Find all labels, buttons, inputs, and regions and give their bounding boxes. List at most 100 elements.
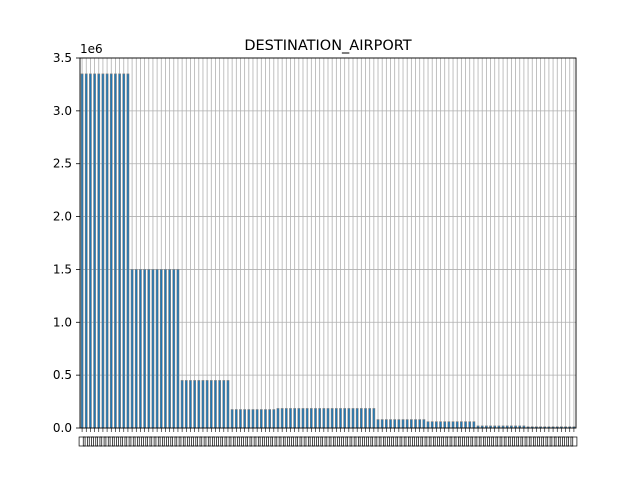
bar [284,408,288,429]
x-tick-label-glyph [262,436,269,447]
x-tick-label-glyph [503,436,511,447]
x-tick-label-glyph [212,436,219,447]
x-tick-label-glyph [220,436,228,447]
bar [410,419,413,429]
x-tick-label-glyph [449,436,457,447]
x-tick-label-glyph [257,436,265,447]
bar [180,380,184,429]
x-tick-label-glyph [87,436,94,447]
bar [259,409,263,429]
x-tick-label-glyph [116,436,123,447]
bar [380,419,384,429]
bar [97,73,101,429]
x-tick-label-glyph [95,436,103,447]
bar [234,409,238,429]
x-tick-label-glyph [99,436,107,447]
bar [439,421,442,429]
bar [460,421,463,429]
x-tick-label-glyph [253,436,261,447]
x-tick-label-glyph [383,436,390,447]
x-tick-label-glyph [278,436,286,447]
x-tick-label-glyph [520,436,528,447]
bar [122,73,126,429]
bar [80,73,84,429]
x-tick-label-glyph [433,436,440,447]
x-tick-label-glyph [445,436,453,447]
bar [193,380,196,429]
x-tick-label-glyph [478,436,486,447]
x-tick-label-glyph [533,436,540,447]
x-tick-label-glyph [566,436,574,447]
x-tick-label-glyph [203,436,211,447]
bar [147,269,151,429]
bar [172,269,176,429]
x-tick-label-glyph [508,436,515,447]
bar [164,269,167,429]
bar [159,269,163,429]
x-tick-label-glyph [458,436,465,447]
bar [322,408,326,429]
x-tick-label-glyph [370,436,378,447]
bar [84,73,88,429]
x-tick-label-glyph [374,436,382,447]
x-tick-label-glyph [320,436,328,447]
x-tick-label-glyph [499,436,507,447]
x-tick-label-glyph [570,436,578,447]
bar [468,421,472,429]
x-tick-label-glyph [403,436,411,447]
chart-title: DESTINATION_AIRPORT [244,38,411,54]
bar [151,269,155,429]
bar [114,73,117,429]
bar [389,419,392,429]
x-tick-label-glyph [216,436,223,447]
bar [451,421,455,429]
bar [105,73,109,429]
bar [230,409,234,429]
x-tick-label-glyph [362,436,369,447]
x-tick-label-glyph [162,436,169,447]
x-tick-label-glyph [266,436,273,447]
x-tick-label-glyph [441,436,449,447]
bar [218,380,221,429]
bar [155,269,159,429]
bar [385,419,388,429]
x-tick-label-glyph [474,436,482,447]
x-tick-label-glyph [145,436,153,447]
bar [222,380,226,429]
bar [314,408,317,429]
bar [176,269,180,429]
x-tick-label-glyph [412,436,419,447]
bar [93,73,96,429]
x-tick-label-glyph [341,436,349,447]
bar [364,408,367,429]
x-tick-label-glyph [495,436,503,447]
x-tick-label-glyph [153,436,161,447]
bar [209,380,213,429]
bar [334,408,338,429]
bar [268,409,271,429]
x-ticks [78,428,578,447]
x-tick-label-glyph [299,436,307,447]
x-tick-label-glyph [453,436,461,447]
y-tick-label: 1.5 [53,262,72,276]
x-tick-label-glyph [157,436,165,447]
x-tick-label-glyph [199,436,207,447]
x-tick-label-glyph [245,436,253,447]
bar [343,408,347,429]
x-tick-label-glyph [128,436,136,447]
bar [226,380,230,429]
x-tick-label-glyph [166,436,173,447]
x-tick-label-glyph [408,436,415,447]
x-tick-label-glyph [462,436,469,447]
x-tick-label-glyph [416,436,424,447]
bar [435,421,438,429]
x-tick-label-glyph [178,436,186,447]
x-tick-label-glyph [524,436,532,447]
x-tick-label-glyph [553,436,561,447]
x-tick-label-glyph [312,436,319,447]
bar [326,408,330,429]
x-tick-label-glyph [124,436,132,447]
x-tick-label-glyph [545,436,553,447]
bar [430,421,434,429]
